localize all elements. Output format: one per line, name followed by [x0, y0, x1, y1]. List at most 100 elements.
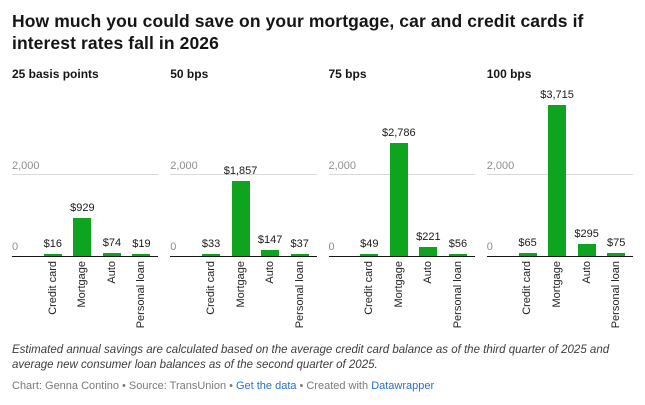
bar-auto[interactable]	[419, 246, 438, 256]
bar-credit-card[interactable]	[202, 254, 221, 256]
value-label: $3,715	[540, 89, 574, 102]
y-tick-label: 0	[328, 240, 335, 253]
category-cell: Auto	[414, 261, 444, 284]
bar-mortgage[interactable]	[548, 105, 567, 256]
bar-personal-loan[interactable]	[448, 253, 467, 256]
value-label: $56	[448, 237, 468, 250]
bar-credit-card[interactable]	[360, 253, 379, 256]
bar-slot: $16	[38, 95, 68, 256]
bar-slot: $2,786	[382, 95, 416, 256]
category-cell: Credit card	[355, 261, 385, 315]
category-label: Mortgage	[234, 260, 247, 308]
bar-personal-loan[interactable]	[290, 254, 309, 256]
plot-area: 0 2,000 $65 $3,715 $295 $75	[486, 90, 633, 257]
chart-panel: 25 basis points 0 2,000 $16 $929 $74 $19 Credit…	[12, 67, 159, 335]
chart-panel: 50 bps 0 2,000 $33 $1,857 $147 $37 Credit card M…	[170, 66, 317, 335]
category-label: Personal loan	[451, 260, 464, 329]
bars-group: $49 $2,786 $221 $56	[355, 95, 473, 256]
bar-slot: $56	[443, 95, 473, 256]
y-tick-label: 0	[12, 240, 19, 253]
value-label: $37	[290, 238, 309, 251]
datawrapper-link[interactable]: Datawrapper	[371, 379, 435, 392]
value-label: $49	[360, 237, 379, 250]
bar-mortgage[interactable]	[231, 180, 250, 256]
bar-personal-loan[interactable]	[607, 252, 626, 256]
category-cell: Personal loan	[601, 261, 631, 328]
bar-slot: $74	[97, 95, 127, 256]
category-cell: Personal loan	[127, 261, 157, 328]
value-label: $295	[574, 227, 599, 240]
category-cell: Auto	[572, 261, 602, 284]
value-label: $147	[257, 233, 283, 246]
bar-slot: $221	[414, 95, 444, 256]
chart-notes: Estimated annual savings are calculated …	[12, 343, 610, 372]
category-labels: Credit card Mortgage Auto Personal loan	[196, 261, 314, 335]
bars-group: $65 $3,715 $295 $75	[513, 90, 631, 256]
plot-area: 0 2,000 $49 $2,786 $221 $56	[328, 95, 475, 257]
category-label: Auto	[580, 260, 593, 284]
category-cell: Credit card	[196, 261, 226, 315]
bar-credit-card[interactable]	[43, 254, 62, 256]
bar-slot: $49	[355, 95, 385, 256]
y-tick-label: 2,000	[328, 159, 357, 172]
value-label: $929	[70, 202, 95, 215]
get-data-link[interactable]: Get the data	[235, 379, 297, 392]
separator-dot: •	[122, 379, 126, 392]
panel-title: 75 bps	[328, 66, 367, 81]
bar-slot: $19	[127, 95, 157, 256]
category-cell: Auto	[97, 261, 127, 284]
value-label: $33	[201, 238, 221, 251]
category-cell: Mortgage	[68, 261, 98, 307]
chart-footer: Chart: Genna Contino • Source: TransUnion •…	[12, 380, 633, 392]
plot-area: 0 2,000 $33 $1,857 $147 $37	[170, 95, 317, 257]
category-cell: Mortgage	[226, 261, 256, 307]
value-label: $65	[518, 237, 537, 250]
bar-slot: $3,715	[540, 90, 574, 256]
chart-panel: 75 bps 0 2,000 $49 $2,786 $221 $56 Credit card M…	[328, 66, 475, 335]
plot-area: 0 2,000 $16 $929 $74 $19	[12, 95, 159, 257]
bar-mortgage[interactable]	[389, 142, 408, 256]
bar-slot: $147	[255, 95, 285, 256]
category-cell: Personal loan	[285, 261, 315, 328]
category-label: Personal loan	[610, 260, 623, 329]
bars-group: $16 $929 $74 $19	[38, 95, 156, 256]
bar-auto[interactable]	[102, 252, 121, 256]
y-tick-label: 2,000	[486, 159, 515, 172]
category-label: Auto	[264, 260, 277, 284]
bar-slot: $1,857	[224, 95, 257, 256]
chart-panel: 100 bps 0 2,000 $65 $3,715 $295 $75 Credit card…	[486, 66, 633, 335]
category-label: Credit card	[363, 260, 376, 315]
category-label: Mortgage	[392, 260, 405, 308]
category-cell: Mortgage	[384, 261, 414, 307]
value-label: $19	[132, 238, 151, 251]
bar-slot: $75	[601, 95, 631, 256]
chart-credit: Chart: Genna Contino	[12, 379, 120, 392]
y-tick-label: 2,000	[12, 159, 40, 172]
category-label: Personal loan	[135, 260, 148, 329]
category-labels: Credit card Mortgage Auto Personal loan	[513, 261, 631, 335]
bar-slot: $295	[572, 95, 602, 256]
separator-dot: •	[229, 379, 233, 392]
bar-slot: $65	[513, 95, 543, 256]
category-label: Personal loan	[293, 260, 306, 329]
page-title: How much you could save on your mortgage…	[12, 11, 584, 54]
bar-credit-card[interactable]	[518, 253, 537, 256]
category-labels: Credit card Mortgage Auto Personal loan	[38, 261, 156, 335]
charts-row: 25 basis points 0 2,000 $16 $929 $74 $19 Credit…	[12, 67, 633, 335]
bars-group: $33 $1,857 $147 $37	[196, 95, 314, 256]
gridline	[12, 173, 159, 175]
separator-dot: •	[299, 379, 304, 392]
panel-title: 50 bps	[170, 66, 209, 81]
bar-mortgage[interactable]	[73, 218, 92, 256]
created-with-label: Created with	[306, 379, 369, 392]
panel-title: 100 bps	[486, 66, 532, 81]
value-label: $221	[416, 230, 441, 243]
bar-auto[interactable]	[261, 249, 280, 256]
bar-auto[interactable]	[577, 243, 596, 256]
category-cell: Auto	[255, 261, 285, 284]
category-cell: Credit card	[38, 261, 68, 315]
category-label: Auto	[105, 260, 118, 284]
value-label: $16	[43, 238, 62, 251]
bar-personal-loan[interactable]	[132, 254, 151, 256]
value-label: $74	[102, 236, 122, 249]
